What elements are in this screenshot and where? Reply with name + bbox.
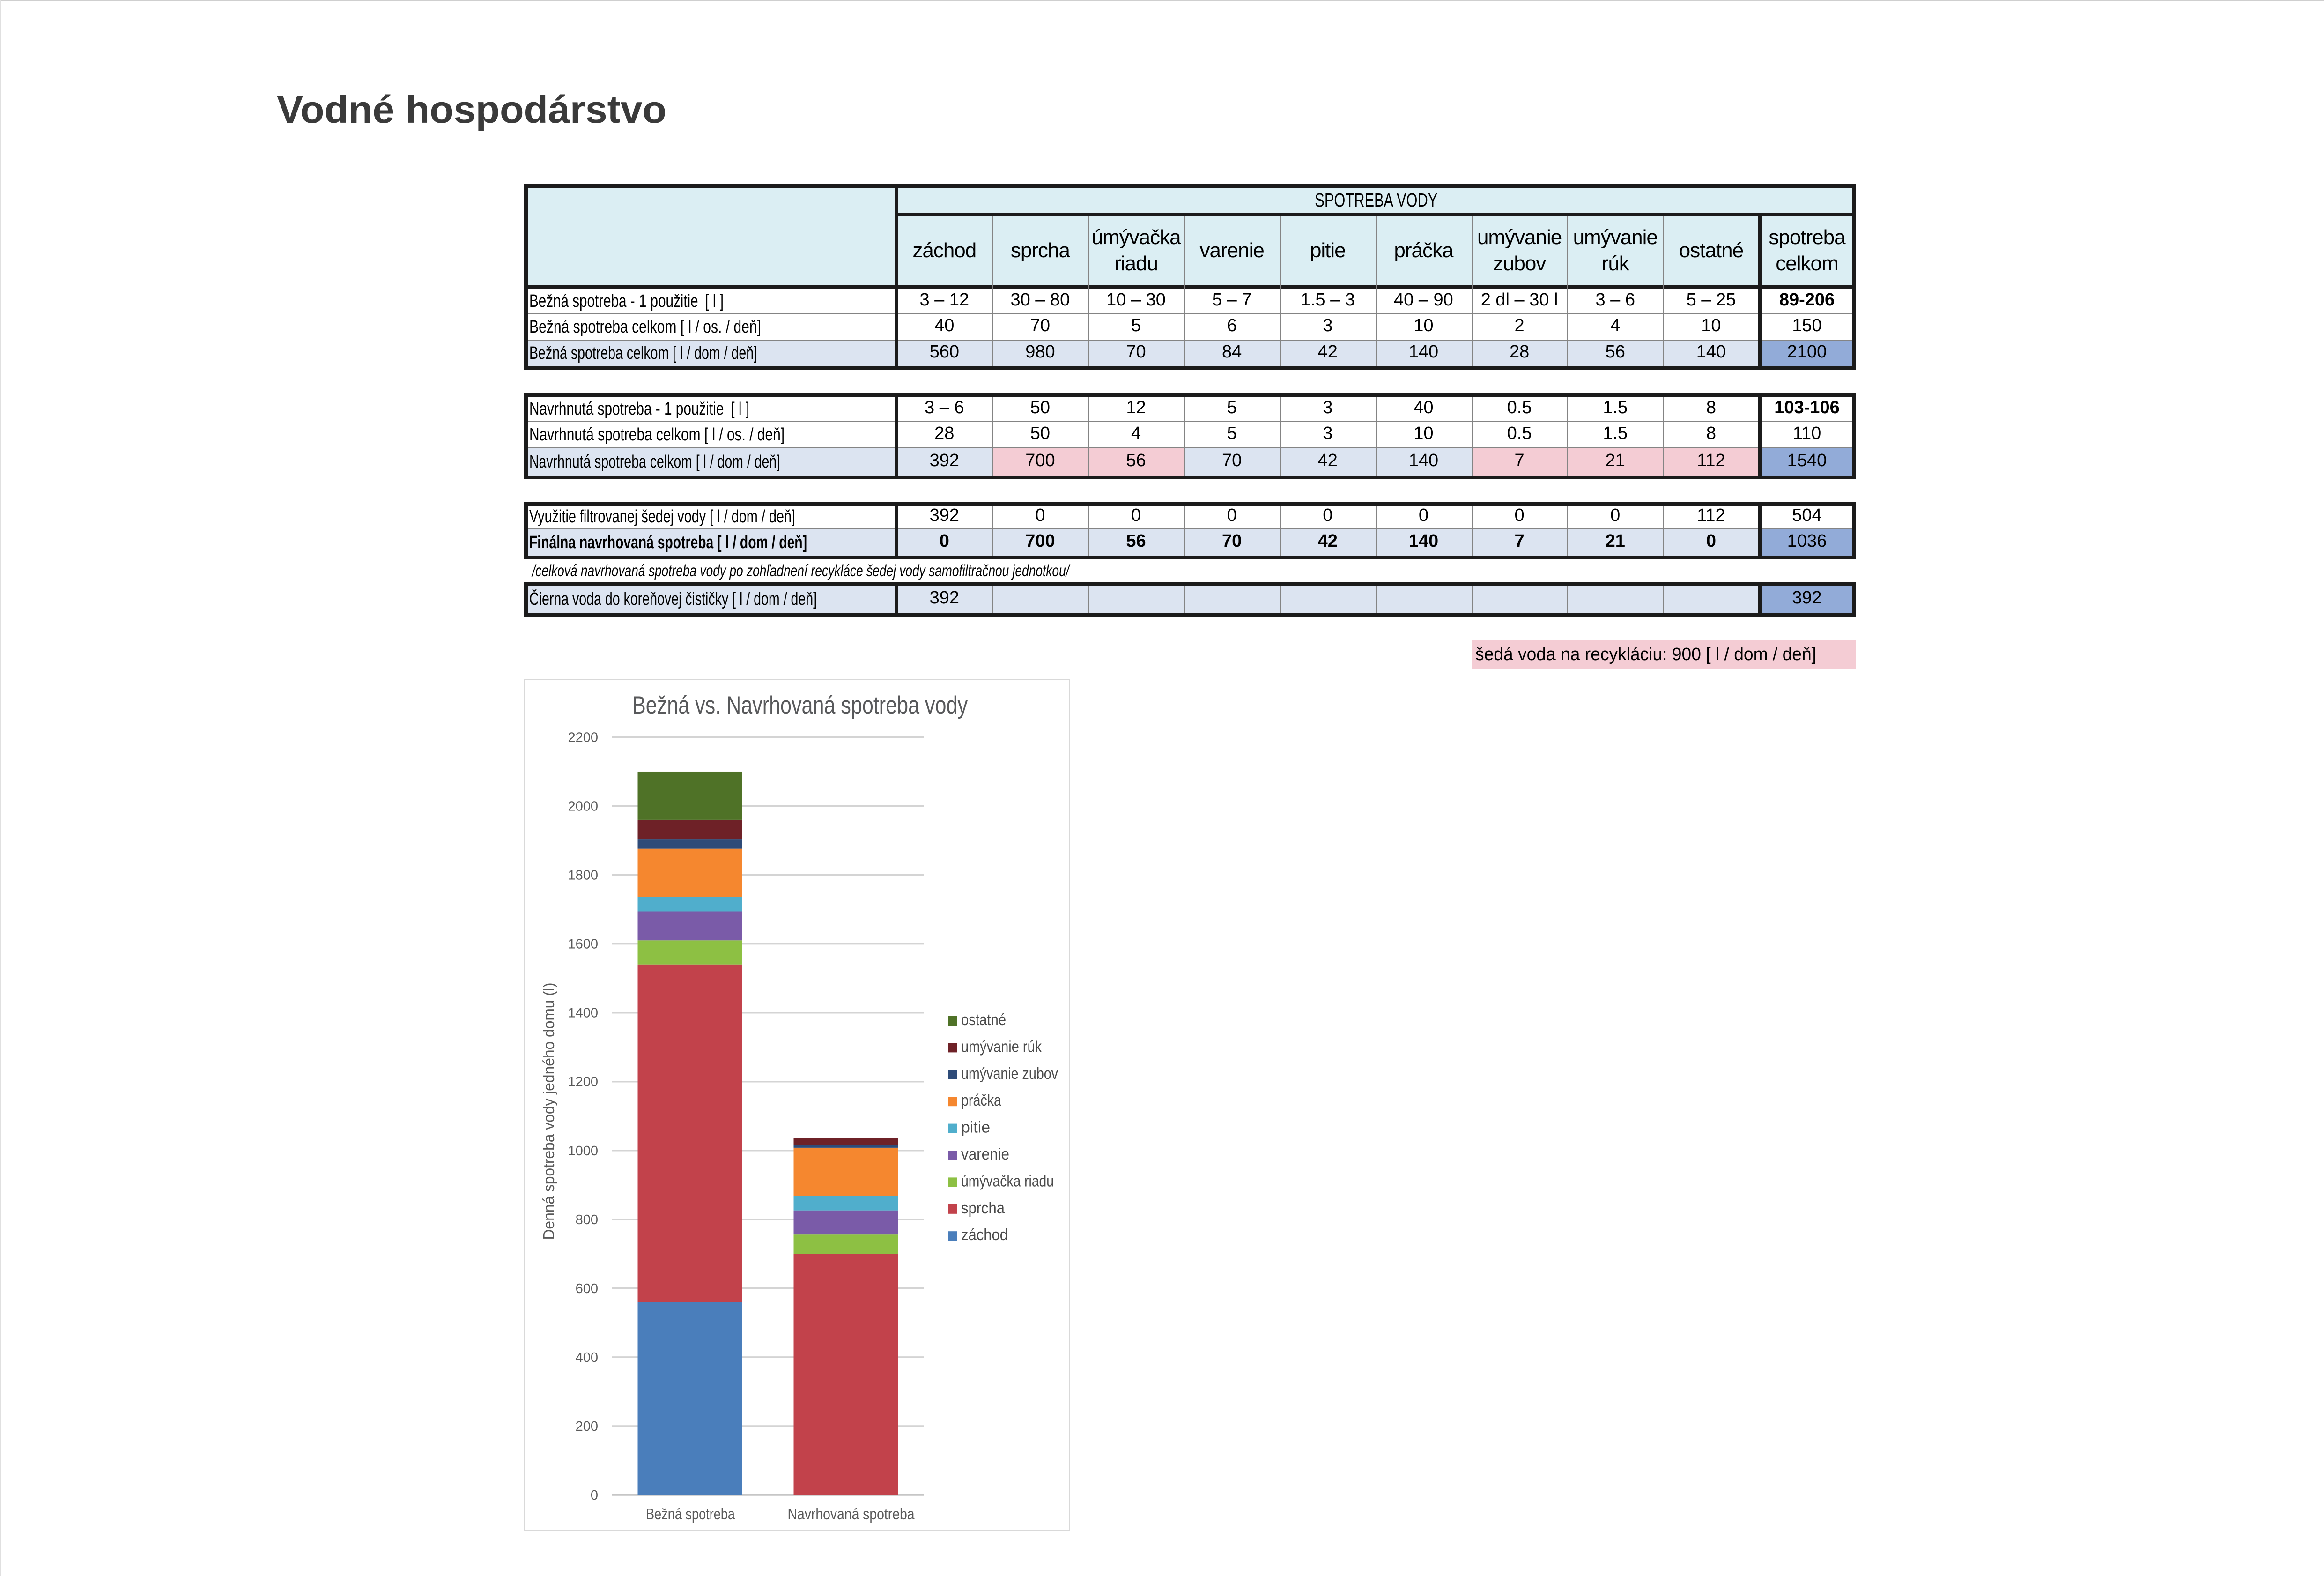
svg-text:varenie: varenie [961,1145,1009,1163]
svg-text:umývanie rúk: umývanie rúk [961,1038,1042,1056]
svg-text:sprcha: sprcha [961,1199,1005,1217]
svg-text:Bežná spotreba: Bežná spotreba [646,1505,735,1523]
svg-text:600: 600 [576,1281,598,1296]
svg-text:Denná spotreba vody jedného do: Denná spotreba vody jedného domu (l) [540,983,557,1240]
svg-text:1800: 1800 [568,868,598,883]
svg-text:400: 400 [576,1350,598,1365]
svg-text:0: 0 [591,1488,598,1503]
svg-text:800: 800 [576,1212,598,1227]
svg-text:Navrhovaná spotreba: Navrhovaná spotreba [788,1505,915,1523]
svg-text:2000: 2000 [568,799,598,814]
svg-text:1000: 1000 [568,1144,598,1159]
svg-text:pitie: pitie [961,1119,990,1137]
svg-text:umývanie zubov: umývanie zubov [961,1065,1058,1083]
svg-text:ostatné: ostatné [961,1011,1006,1029]
svg-text:1200: 1200 [568,1075,598,1090]
svg-text:Bežná vs. Navrhovaná spotreba: Bežná vs. Navrhovaná spotreba vody [632,691,968,719]
svg-text:200: 200 [576,1419,598,1434]
svg-text:1600: 1600 [568,937,598,952]
svg-text:práčka: práčka [961,1092,1001,1109]
svg-text:záchod: záchod [961,1226,1008,1244]
svg-text:úmývačka riadu: úmývačka riadu [961,1172,1054,1190]
svg-text:2200: 2200 [568,730,598,745]
svg-text:1400: 1400 [568,1006,598,1021]
